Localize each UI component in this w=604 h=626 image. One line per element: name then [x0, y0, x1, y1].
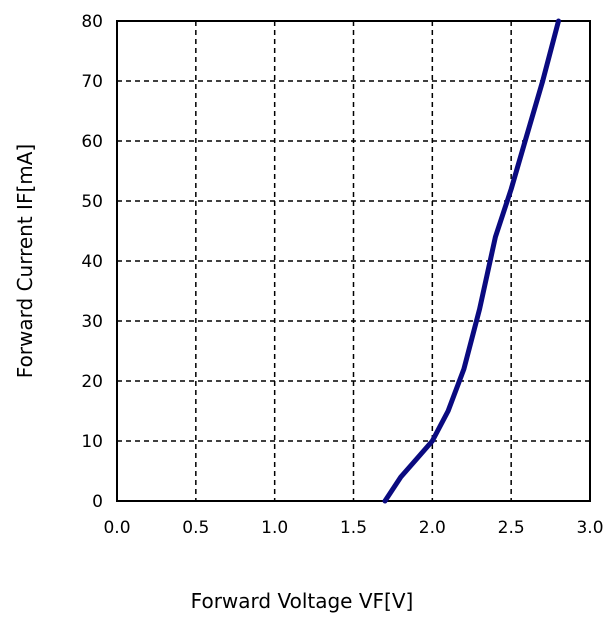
x-tick-label: 2.0 [419, 518, 446, 538]
y-axis-title: Forward Current IF[mA] [13, 144, 37, 378]
x-tick-label: 0.0 [103, 518, 130, 538]
grid [117, 21, 590, 501]
y-tick-label: 40 [81, 252, 103, 272]
x-tick-label: 2.5 [498, 518, 525, 538]
x-axis-title: Forward Voltage VF[V] [191, 589, 414, 613]
x-tick-label: 1.5 [340, 518, 367, 538]
forward-current-curve [382, 18, 561, 504]
y-tick-label: 60 [81, 132, 103, 152]
y-tick-label: 20 [81, 372, 103, 392]
plot-frame [116, 20, 591, 502]
y-tick-label: 30 [81, 312, 103, 332]
y-tick-label: 80 [81, 12, 103, 32]
x-tick-label: 0.5 [182, 518, 209, 538]
y-tick-label: 70 [81, 72, 103, 92]
x-tick-label: 1.0 [261, 518, 288, 538]
tick-labels: 0.0 0.5 1.0 1.5 2.0 2.5 3.0 0 10 20 30 40 50 60 70 80 [81, 12, 603, 538]
y-tick-label: 10 [81, 432, 103, 452]
x-tick-label: 3.0 [576, 518, 603, 538]
y-tick-label: 0 [92, 492, 103, 512]
y-tick-label: 50 [81, 192, 103, 212]
series-group [382, 18, 561, 504]
